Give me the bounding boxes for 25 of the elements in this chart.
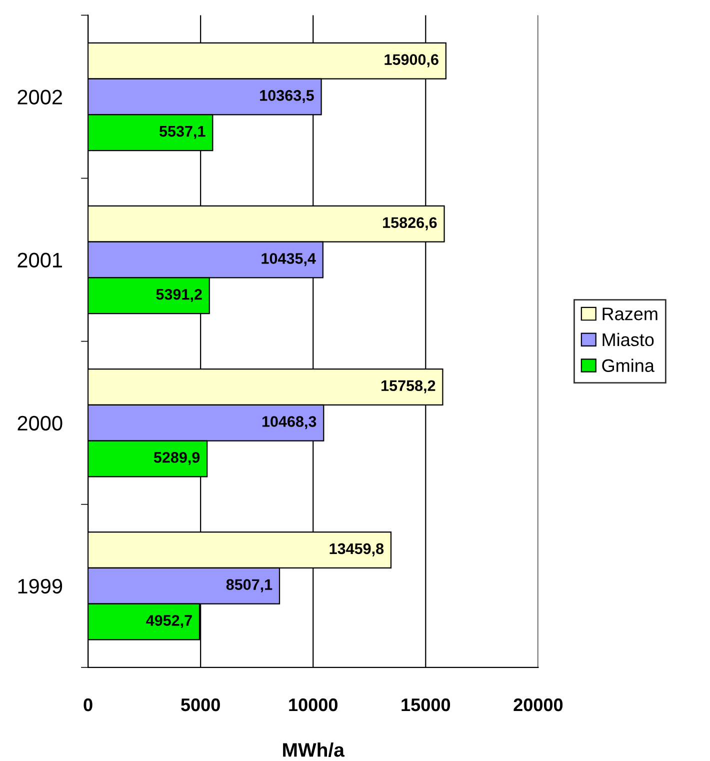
data-label: 15758,2 xyxy=(382,380,436,394)
data-label: 8507,1 xyxy=(226,579,272,592)
x-tick-label: 15000 xyxy=(402,698,450,712)
x-tick-label: 5000 xyxy=(181,698,220,712)
data-label: 5391,2 xyxy=(156,288,202,302)
y-tick-label: 2001 xyxy=(18,252,62,268)
data-label: 15900,6 xyxy=(384,54,438,68)
data-label: 13459,8 xyxy=(330,543,384,556)
legend-label: Razem xyxy=(602,308,658,320)
data-label: 10363,5 xyxy=(260,90,314,104)
data-label: 5537,1 xyxy=(159,126,206,139)
data-label: 5289,9 xyxy=(154,452,200,466)
x-tick-label: 20000 xyxy=(514,698,563,712)
data-label: 15826,6 xyxy=(383,217,437,230)
y-tick-label: 2002 xyxy=(18,90,62,104)
data-label: 10468,3 xyxy=(262,416,316,430)
data-label: 4952,7 xyxy=(146,615,192,628)
legend-label: Miasto xyxy=(602,332,654,346)
legend-label: Gmina xyxy=(602,358,654,372)
x-tick-label: 10000 xyxy=(289,698,338,712)
data-label: 10435,4 xyxy=(262,253,316,266)
y-tick-label: 2000 xyxy=(18,416,62,431)
x-axis-title: MWh/a xyxy=(283,742,345,758)
y-tick-label: 1999 xyxy=(18,578,62,594)
x-tick-label: 0 xyxy=(84,698,92,712)
